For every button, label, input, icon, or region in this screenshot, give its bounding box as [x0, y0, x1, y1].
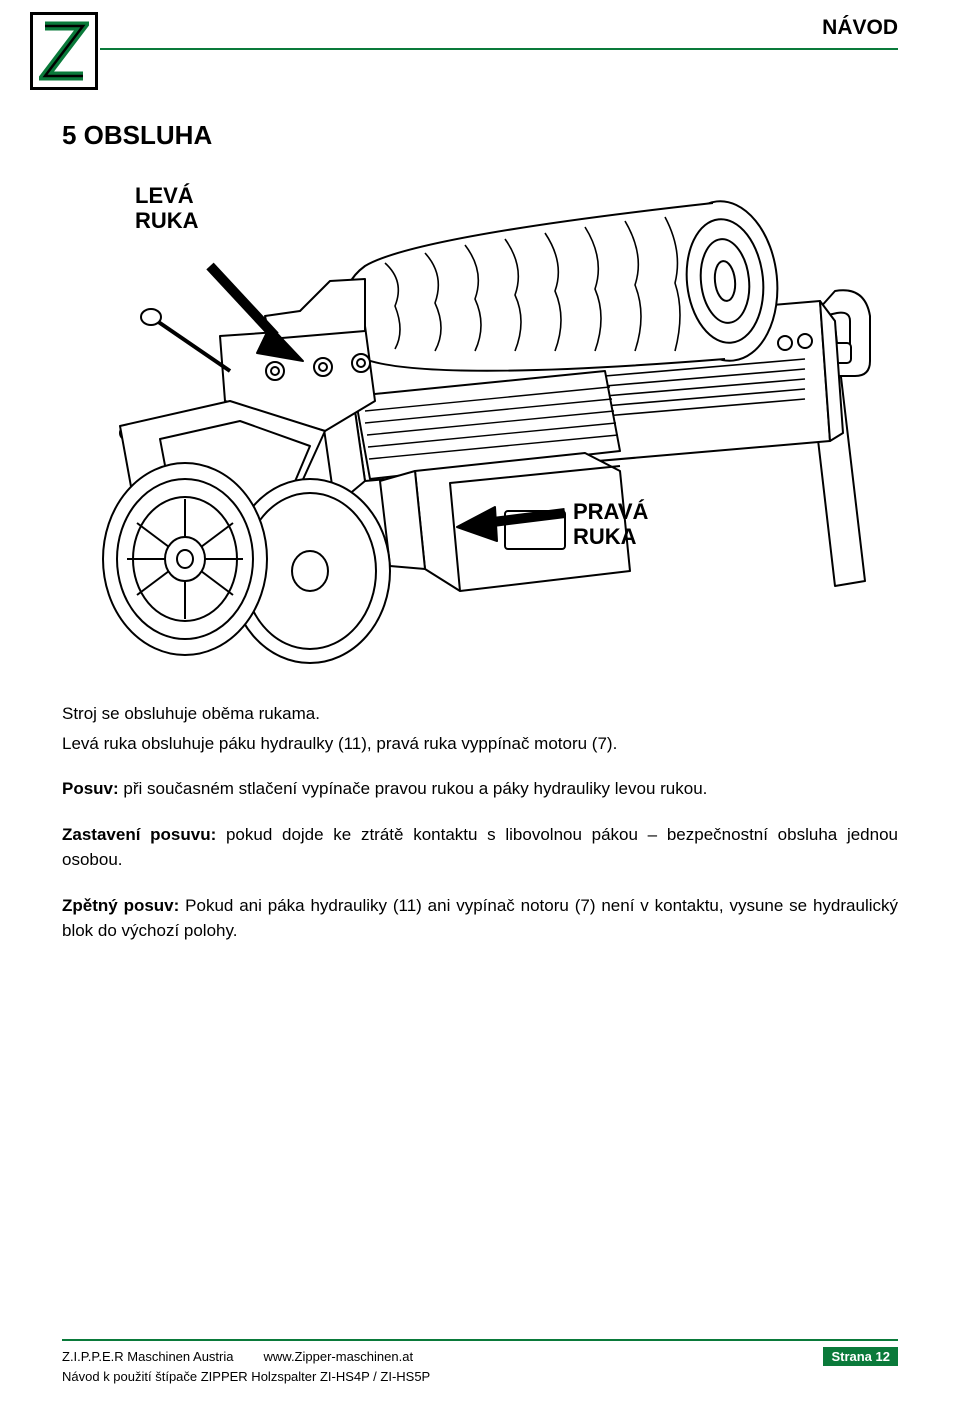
- paragraph-intro-2: Levá ruka obsluhuje páku hydraulky (11),…: [62, 731, 898, 757]
- section-heading: 5 OBSLUHA: [62, 120, 898, 151]
- footer-url: www.Zipper-maschinen.at: [264, 1349, 414, 1364]
- footer-company: Z.I.P.P.E.R Maschinen Austria: [62, 1349, 234, 1364]
- paragraph-posuv: Posuv: při současném stlačení vypínače p…: [62, 776, 898, 802]
- figure-label-right-line2: RUKA: [573, 524, 637, 549]
- figure-label-right: PRAVÁ RUKA: [573, 499, 648, 550]
- header-rule: [100, 48, 898, 50]
- page-number-badge: Strana 12: [823, 1347, 898, 1366]
- paragraph-intro-1: Stroj se obsluhuje oběma rukama.: [62, 701, 898, 727]
- paragraph-zastaveni: Zastavení posuvu: pokud dojde ke ztrátě …: [62, 822, 898, 873]
- page-header: NÁVOD: [0, 0, 960, 90]
- brand-logo: [30, 12, 98, 90]
- figure-label-right-line1: PRAVÁ: [573, 499, 648, 524]
- figure-label-left-line2: RUKA: [135, 208, 199, 233]
- paragraph-posuv-text: při současném stlačení vypínače pravou r…: [119, 779, 708, 798]
- content-area: 5 OBSLUHA: [0, 90, 960, 944]
- paragraph-posuv-label: Posuv:: [62, 779, 119, 798]
- footer-row: Z.I.P.P.E.R Maschinen Austria www.Zipper…: [62, 1347, 898, 1366]
- paragraph-zpetny-label: Zpětný posuv:: [62, 896, 179, 915]
- page-footer: Z.I.P.P.E.R Maschinen Austria www.Zipper…: [62, 1339, 898, 1384]
- figure-label-left: LEVÁ RUKA: [135, 183, 199, 234]
- footer-rule: [62, 1339, 898, 1341]
- paragraph-zpetny-text: Pokud ani páka hydrauliky (11) ani vypín…: [62, 896, 898, 941]
- paragraph-zastaveni-label: Zastavení posuvu:: [62, 825, 216, 844]
- doc-title: NÁVOD: [822, 16, 898, 40]
- footer-subtitle: Návod k použití štípače ZIPPER Holzspalt…: [62, 1369, 898, 1384]
- footer-left: Z.I.P.P.E.R Maschinen Austria www.Zipper…: [62, 1349, 413, 1364]
- figure-label-left-line1: LEVÁ: [135, 183, 194, 208]
- paragraph-zpetny: Zpětný posuv: Pokud ani páka hydrauliky …: [62, 893, 898, 944]
- machine-diagram: LEVÁ RUKA PRAVÁ RUKA: [65, 171, 895, 671]
